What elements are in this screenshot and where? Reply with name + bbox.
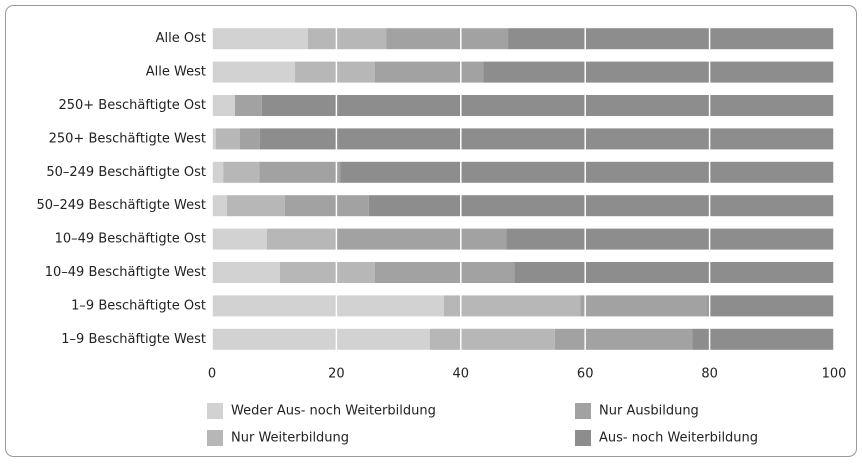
y-tick-label: 1–9 Beschäftigte Ost — [71, 298, 206, 313]
bar-segment — [259, 161, 341, 183]
bar-segment — [279, 262, 375, 283]
bar-segment — [374, 262, 515, 283]
bar-segment — [261, 95, 834, 116]
x-tick-label: 80 — [701, 367, 718, 382]
legend-swatch — [207, 403, 223, 419]
bar-segment — [692, 328, 834, 350]
y-tick-label: 10–49 Beschäftigte West — [45, 265, 206, 280]
bar-segment — [212, 195, 227, 217]
bar-segment — [259, 128, 834, 150]
bar-segment — [223, 161, 260, 183]
bar-segment — [239, 128, 260, 150]
bar-segment — [235, 95, 262, 116]
x-tick-label: 40 — [453, 367, 470, 382]
legend-label: Nur Weiterbildung — [231, 431, 349, 446]
bar-segment — [483, 61, 834, 83]
x-tick-label: 60 — [577, 367, 594, 382]
bar-segment — [386, 28, 509, 50]
legend-swatch — [575, 403, 591, 419]
bar-segment — [429, 328, 555, 350]
x-tick-label: 0 — [208, 367, 216, 382]
bar-segment — [335, 228, 507, 250]
y-tick-label: 50–249 Beschäftigte Ost — [46, 165, 206, 180]
legend-label: Aus- noch Weiterbildung — [599, 431, 758, 446]
bar-segment — [506, 228, 834, 250]
bar-segment — [580, 295, 708, 317]
x-tick-label: 100 — [822, 367, 847, 382]
y-tick-label: 250+ Beschäftigte West — [49, 131, 206, 146]
bar-segment — [212, 61, 295, 83]
bar-segment — [340, 161, 834, 183]
bar-segment — [514, 262, 834, 283]
bar-segment — [212, 128, 216, 150]
legend-swatch — [575, 430, 591, 446]
bar-segment — [226, 195, 285, 217]
bar-segment — [368, 195, 834, 217]
y-tick-label: Alle West — [146, 65, 206, 80]
bar-segment — [266, 228, 336, 250]
y-tick-label: 50–249 Beschäftigte West — [36, 198, 206, 213]
bar-segment — [444, 295, 581, 317]
y-tick-label: 1–9 Beschäftigte West — [61, 332, 206, 347]
bar-segment — [374, 61, 484, 83]
bar-segment — [212, 28, 308, 50]
bar-segment — [212, 161, 224, 183]
bar-segment — [212, 228, 267, 250]
y-tick-label: 250+ Beschäftigte Ost — [58, 98, 206, 113]
bar-segment — [212, 295, 445, 317]
y-tick-label: 10–49 Beschäftigte Ost — [55, 232, 206, 247]
bar-segment — [508, 28, 834, 50]
bar-segment — [284, 195, 369, 217]
bar-segment — [307, 28, 387, 50]
bar-segment — [707, 295, 834, 317]
y-tick-label: Alle Ost — [156, 31, 206, 46]
bar-segment — [554, 328, 693, 350]
legend-label: Weder Aus- noch Weiterbildung — [231, 404, 436, 419]
x-tick-label: 20 — [328, 367, 345, 382]
bar-segment — [215, 128, 240, 150]
bar-segment — [294, 61, 375, 83]
bar-segment — [212, 328, 430, 350]
bar-segment — [212, 262, 280, 283]
bar-segment — [212, 95, 236, 116]
legend-label: Nur Ausbildung — [599, 404, 699, 419]
legend-swatch — [207, 430, 223, 446]
